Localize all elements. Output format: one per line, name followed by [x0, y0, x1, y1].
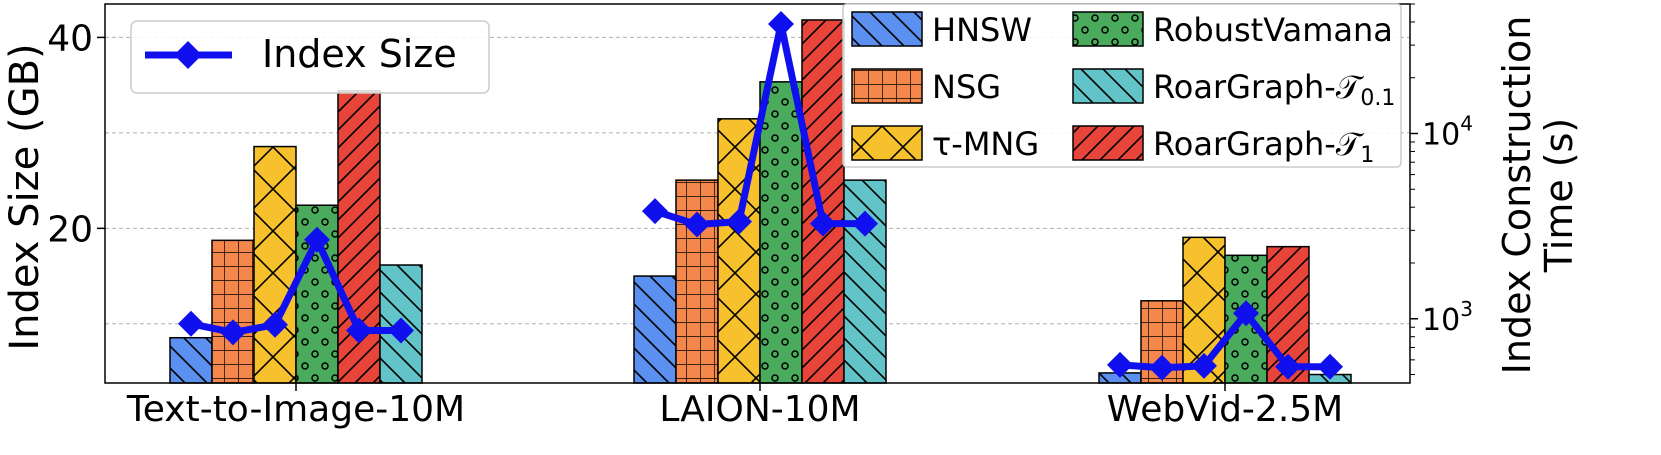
index-size-marker [1149, 354, 1175, 381]
bar [211, 239, 255, 384]
index-size-line [178, 11, 1343, 381]
right-axis-title-line1: Index Construction [1495, 16, 1539, 375]
left-axis-title: Index Size (GB) [2, 43, 48, 350]
legend-swatch [851, 68, 923, 104]
legend-label: RoarGraph-𝒯0.1 [1153, 68, 1395, 111]
right-tick-label: 103 [1422, 297, 1473, 338]
plot-frame [104, 3, 1411, 384]
bar [801, 19, 845, 384]
legend-label: NSG [932, 68, 1001, 106]
bar [717, 118, 761, 384]
index-size-marker [220, 319, 246, 346]
left-tick-label: 20 [47, 209, 93, 250]
index-size-marker [304, 226, 330, 253]
x-tick-label: WebVid-2.5M [1107, 389, 1343, 430]
index-size-marker [346, 317, 372, 344]
index-size-marker [768, 11, 794, 38]
x-tick-label: Text-to-Image-10M [126, 389, 465, 430]
bar [253, 145, 297, 384]
right-tick-label: 104 [1422, 111, 1473, 152]
legend-label: RoarGraph-𝒯1 [1153, 125, 1374, 168]
legend-swatch [1072, 68, 1144, 104]
index-size-marker [810, 210, 836, 237]
bar [633, 275, 677, 384]
legend-label: HNSW [932, 11, 1032, 49]
legend-swatch [1072, 125, 1144, 161]
index-size-marker [1275, 353, 1301, 380]
bar [675, 179, 719, 384]
x-tick-label: LAION-10M [659, 389, 860, 430]
bar [169, 336, 213, 384]
line-legend-marker [174, 41, 202, 69]
index-size-marker [178, 310, 204, 337]
bar [843, 179, 887, 384]
legend-swatch [1072, 11, 1144, 47]
bar [1182, 236, 1226, 384]
line-legend-label: Index Size [262, 32, 457, 76]
bar [759, 81, 803, 384]
legend-swatch [851, 11, 923, 47]
index-size-marker [642, 198, 668, 225]
index-size-marker [262, 311, 288, 338]
line-legend-box [130, 20, 490, 94]
index-size-marker [388, 317, 414, 344]
index-size-marker [1233, 300, 1259, 327]
index-size-marker [726, 208, 752, 235]
index-size-marker [1191, 352, 1217, 379]
legend: HNSW NSG τ-MNG RobustVamana RoarGraph-𝒯0.1 Ro… [130, 3, 1402, 168]
index-size-marker [684, 211, 710, 238]
axes: 20 40 Text-to-Image-10M LAION-10M WebVid-2.5… [47, 3, 1473, 430]
legend-label: RobustVamana [1153, 11, 1393, 49]
index-size-marker [852, 210, 878, 237]
right-axis-title-line2: Time (s) [1537, 118, 1581, 274]
legend-label: τ-MNG [932, 125, 1039, 163]
legend-swatch [851, 125, 923, 161]
index-size-marker [1317, 353, 1343, 380]
index-size-marker [1107, 351, 1133, 378]
left-tick-label: 40 [47, 18, 93, 59]
